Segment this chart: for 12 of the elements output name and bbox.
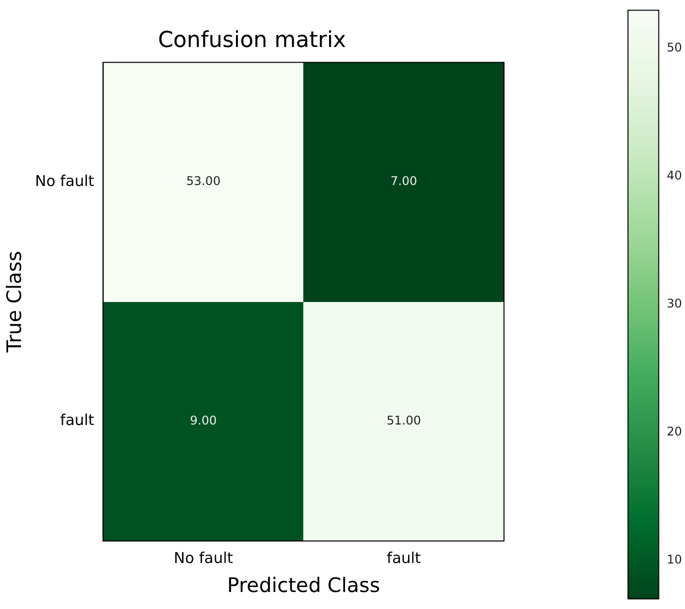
color-bar-label: 40 [666,168,682,183]
chart-title: Confusion matrix [158,28,346,53]
data-label: 53.00 [186,174,221,188]
x-axis-title: Predicted Class [227,573,380,598]
color-bar-label: 50 [666,40,682,55]
y-axis-title: True Class [2,250,26,354]
color-bar-label: 10 [666,552,682,567]
color-bar-label: 20 [666,424,682,439]
data-label: 7.00 [390,174,418,188]
data-label: 51.00 [386,413,421,428]
color-bar-label: 30 [666,296,682,311]
data-label: 9.00 [190,413,217,428]
